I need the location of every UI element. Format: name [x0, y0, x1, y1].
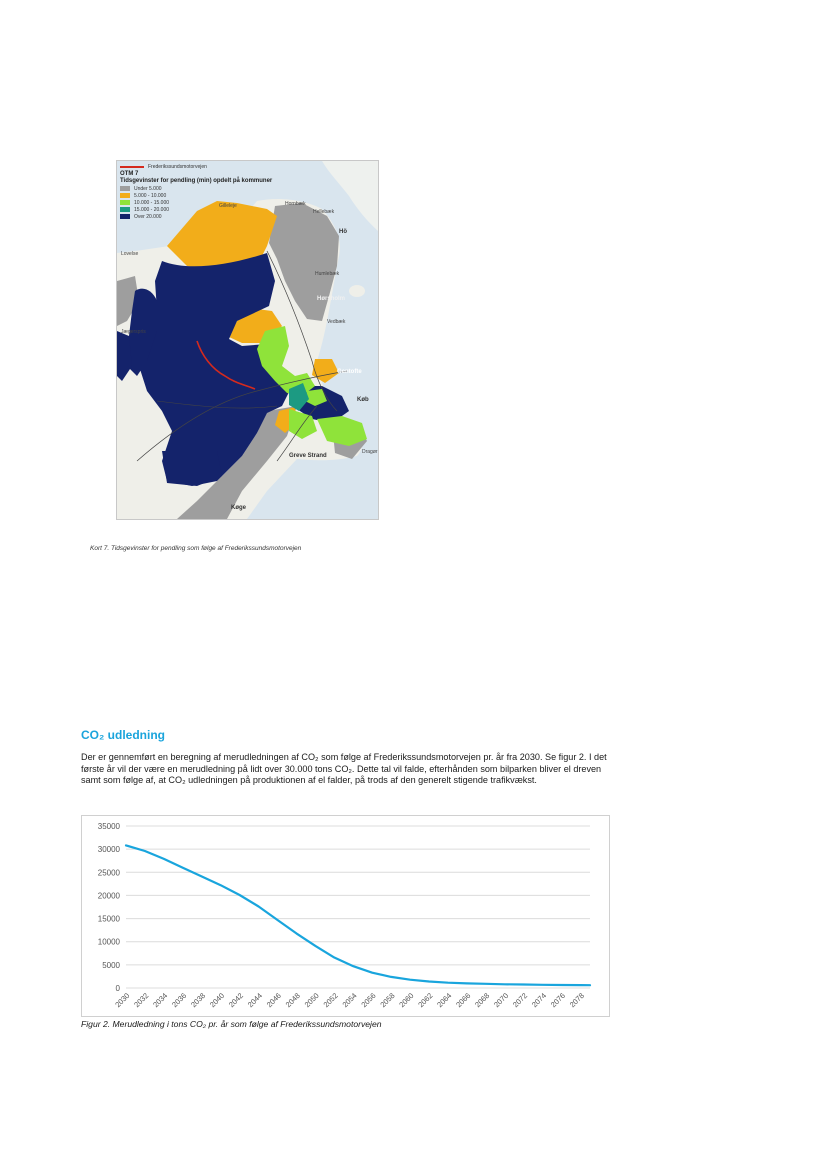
y-tick-label: 15000 [98, 915, 121, 924]
y-tick-label: 20000 [98, 891, 121, 900]
legend-title-1: OTM 7 [120, 171, 139, 177]
place-label: Hellebæk [313, 209, 335, 215]
place-label: Vedbæk [327, 319, 346, 325]
place-label: Køge [231, 505, 246, 511]
x-tick-label: 2030 [113, 991, 131, 1009]
x-tick-label: 2068 [473, 991, 491, 1009]
legend-classes: Under 5.000 5.000 - 10.000 10.000 - 15.000… [120, 185, 320, 220]
place-label: Gentofte [337, 369, 362, 375]
x-tick-label: 2076 [549, 991, 567, 1009]
x-tick-label: 2054 [341, 991, 359, 1009]
x-tick-label: 2072 [511, 991, 529, 1009]
co2-chart: 0 5000 10000 15000 20000 25000 30000 35000 2030 2… [81, 815, 610, 1017]
region-navy-island [117, 331, 132, 381]
x-tick-label: 2044 [246, 991, 264, 1009]
x-tick-label: 2074 [530, 991, 548, 1009]
legend-motorway-row: Frederikssundsmotorvejen [120, 163, 320, 171]
place-label: Hornbæk [285, 201, 306, 207]
island-hven [349, 285, 365, 297]
legend-title-2: Tidsgevinster for pendling (min) opdelt … [120, 178, 273, 184]
x-tick-label: 2034 [151, 991, 169, 1009]
legend-class-label: 15.000 - 20.000 [134, 206, 170, 213]
x-tick-label: 2078 [568, 991, 586, 1009]
x-tick-label: 2062 [416, 991, 434, 1009]
map-legend: Frederikssundsmotorvejen OTM 7 Tidsgevin… [120, 163, 320, 220]
place-label: Gilleleje [219, 203, 237, 209]
map-caption: Kort 7. Tidsgevinster for pendling som f… [90, 545, 302, 552]
place-label: Hö [339, 229, 347, 235]
legend-swatch [120, 193, 130, 198]
place-label: Greve Strand [289, 453, 327, 459]
legend-swatch [120, 207, 130, 212]
road-3 [276, 405, 318, 462]
legend-swatch [120, 200, 130, 205]
map-canvas [117, 161, 378, 519]
x-tick-label: 2040 [208, 991, 226, 1009]
legend-swatch [120, 186, 130, 191]
x-tick-label: 2036 [170, 991, 188, 1009]
legend-class-row: 5.000 - 10.000 [120, 192, 320, 199]
map-figure: Frederikssundsmotorvejen OTM 7 Tidsgevin… [116, 160, 379, 520]
region-grey-south [177, 406, 297, 519]
legend-class-label: Over 20.000 [134, 213, 162, 220]
legend-class-row: 15.000 - 20.000 [120, 206, 320, 213]
place-label: Humlebæk [315, 271, 340, 277]
region-green-north [257, 326, 315, 396]
x-tick-label: 2042 [227, 991, 245, 1009]
place-label: Køb [357, 397, 369, 403]
x-tick-label: 2032 [132, 991, 150, 1009]
region-navy-hornsherred [127, 288, 157, 376]
region-navy-south [162, 451, 222, 486]
chart-caption: Figur 2. Merudledning i tons CO₂ pr. år … [81, 1019, 382, 1029]
place-label: Jægerspris [121, 329, 146, 335]
legend-swatch [120, 214, 130, 219]
x-tick-label: 2058 [378, 991, 396, 1009]
road-2 [266, 250, 338, 412]
y-tick-label: 0 [116, 984, 121, 993]
x-tick-label: 2052 [322, 991, 340, 1009]
legend-class-row: Under 5.000 [120, 185, 320, 192]
y-tick-label: 10000 [98, 938, 121, 947]
land-sweden [322, 161, 378, 231]
y-tick-label: 35000 [98, 822, 121, 831]
region-teal [289, 383, 309, 411]
y-tick-label: 5000 [102, 961, 120, 970]
legend-class-row: Over 20.000 [120, 213, 320, 220]
x-tick-label: 2056 [359, 991, 377, 1009]
series-line [124, 844, 592, 987]
x-tick-label: 2046 [265, 991, 283, 1009]
x-tick-label: 2048 [284, 991, 302, 1009]
x-tick-label: 2066 [454, 991, 472, 1009]
road-4 [156, 400, 278, 409]
y-tick-label: 25000 [98, 868, 121, 877]
region-orange-north [167, 201, 277, 271]
legend-motorway-label: Frederikssundsmotorvejen [148, 164, 207, 170]
x-tick-label: 2050 [303, 991, 321, 1009]
legend-class-row: 10.000 - 15.000 [120, 199, 320, 206]
place-label: Dragør [362, 449, 378, 455]
region-orange-east [312, 359, 339, 383]
section-heading: CO₂ udledning [81, 728, 165, 742]
x-tick-label: 2060 [397, 991, 415, 1009]
legend-class-label: 5.000 - 10.000 [134, 192, 167, 199]
legend-class-label: 10.000 - 15.000 [134, 199, 170, 206]
place-label: Lovelse [121, 251, 139, 257]
region-green-amager [317, 416, 367, 446]
x-tick-label: 2064 [435, 991, 453, 1009]
x-tick-label: 2070 [492, 991, 510, 1009]
legend-class-label: Under 5.000 [134, 185, 162, 192]
motorway-line [196, 340, 256, 390]
y-tick-label: 30000 [98, 845, 121, 854]
legend-motorway-swatch [120, 166, 144, 168]
region-grey-west [117, 276, 139, 326]
place-label: Hørsholm [317, 296, 346, 302]
body-paragraph: Der er gennemført en beregning af merudl… [81, 752, 607, 786]
region-green-centre [305, 389, 327, 406]
region-grey-north [269, 203, 339, 321]
x-tick-label: 2038 [189, 991, 207, 1009]
